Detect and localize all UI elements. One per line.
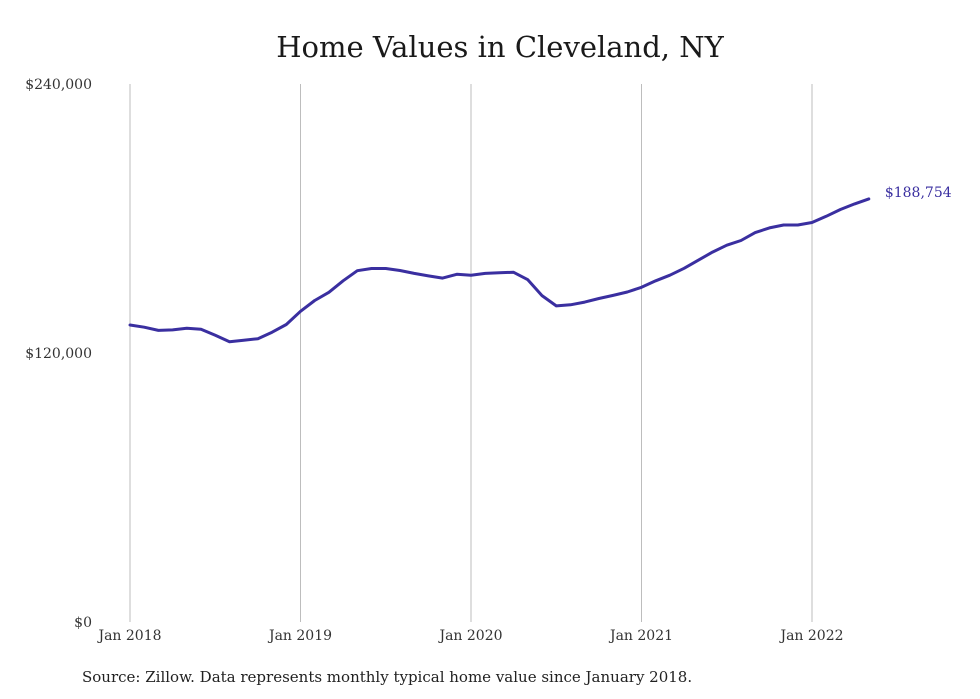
x-tick-label: Jan 2021 bbox=[608, 628, 673, 644]
x-tick-label: Jan 2019 bbox=[267, 628, 332, 644]
y-tick-label: $240,000 bbox=[25, 77, 92, 93]
x-tick-label: Jan 2018 bbox=[96, 628, 161, 644]
chart-title: Home Values in Cleveland, NY bbox=[276, 30, 724, 64]
y-tick-label: $120,000 bbox=[25, 346, 92, 362]
x-tick-label: Jan 2022 bbox=[778, 628, 843, 644]
end-value-label: $188,754 bbox=[885, 185, 952, 201]
x-tick-label: Jan 2020 bbox=[437, 628, 502, 644]
home-value-line bbox=[128, 197, 871, 344]
source-note: Source: Zillow. Data represents monthly … bbox=[82, 668, 693, 686]
y-tick-label: $0 bbox=[74, 615, 92, 631]
